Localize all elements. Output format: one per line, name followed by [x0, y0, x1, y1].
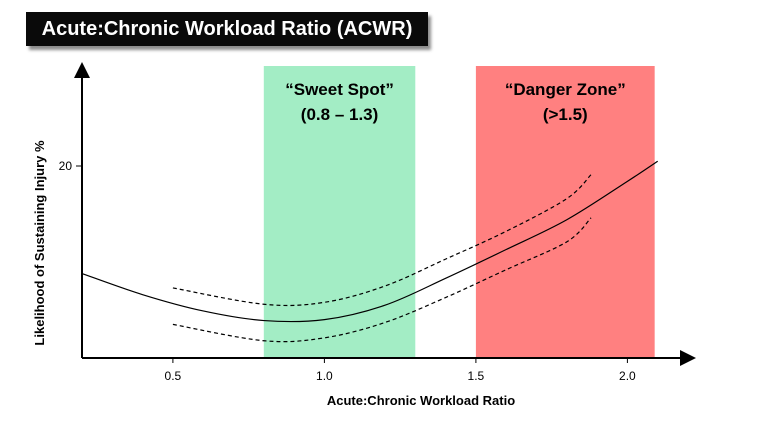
- y-tick-label: 20: [59, 159, 73, 173]
- danger-zone-label-line1: “Danger Zone”: [505, 80, 626, 99]
- sweet-spot-label-line1: “Sweet Spot”: [285, 80, 394, 99]
- x-tick-label: 0.5: [165, 369, 182, 383]
- sweet-spot-label-line2: (0.8 – 1.3): [301, 105, 379, 124]
- injury-risk-curve: [81, 160, 659, 323]
- ticks-layer: 0.5 1.0 1.5 2.0 20: [59, 159, 636, 383]
- y-axis-label: Likelihood of Sustaining Injury %: [32, 140, 47, 346]
- confidence-band-line-2: [172, 217, 592, 343]
- confidence-band-line-1: [172, 174, 592, 307]
- sweet-spot-band: [263, 66, 416, 358]
- danger-zone-label-line2: (>1.5): [543, 105, 588, 124]
- x-tick-label: 2.0: [619, 369, 636, 383]
- danger-zone-band: [475, 66, 655, 358]
- zones-layer: “Sweet Spot” (0.8 – 1.3) “Danger Zone” (>1.…: [263, 66, 655, 358]
- x-tick-label: 1.5: [468, 369, 485, 383]
- chart-title-banner: Acute:Chronic Workload Ratio (ACWR): [26, 12, 428, 46]
- curves-layer: [81, 160, 659, 343]
- chart-title: Acute:Chronic Workload Ratio (ACWR): [41, 17, 413, 40]
- x-tick-label: 1.0: [316, 369, 333, 383]
- axes-layer: [74, 62, 696, 366]
- x-axis-label: Acute:Chronic Workload Ratio: [327, 393, 515, 408]
